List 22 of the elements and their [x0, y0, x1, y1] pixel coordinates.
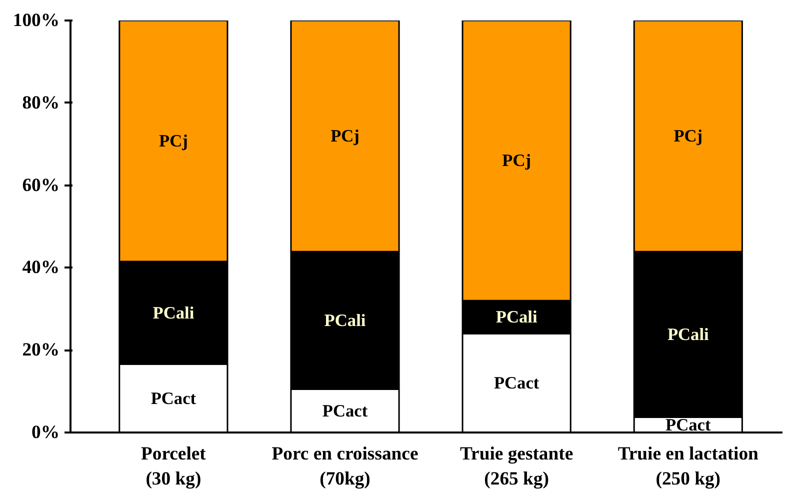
text: PCact: [494, 374, 540, 393]
text: PCali: [152, 303, 194, 322]
y-tick-label: 40%: [22, 257, 60, 278]
x-tick-label: Porc en croissance (70kg): [272, 444, 418, 490]
series-label: PCj: [674, 126, 703, 146]
y-tick-label: 0%: [32, 422, 60, 443]
text: PCali: [324, 310, 366, 330]
y-tick-label: 20%: [22, 340, 60, 361]
x-tick-label: Truie en lactation (250 kg): [618, 444, 760, 490]
text: PCj: [330, 126, 360, 146]
series-label: PCact: [666, 415, 711, 434]
y-tick-label: 60%: [22, 174, 60, 196]
text: PCj: [159, 132, 188, 151]
y-tick-label: 80%: [22, 92, 60, 114]
x-tick-label: Porcelet (30 kg): [140, 444, 207, 490]
series-label: PCali: [496, 308, 538, 327]
text: PCact: [322, 401, 368, 420]
text: PCj: [502, 151, 532, 170]
text: PCact: [150, 388, 196, 408]
x-tick-label: Truie gestante (265 kg): [460, 444, 574, 490]
y-tick-label: 100%: [12, 10, 60, 31]
text: PCali: [667, 324, 709, 344]
